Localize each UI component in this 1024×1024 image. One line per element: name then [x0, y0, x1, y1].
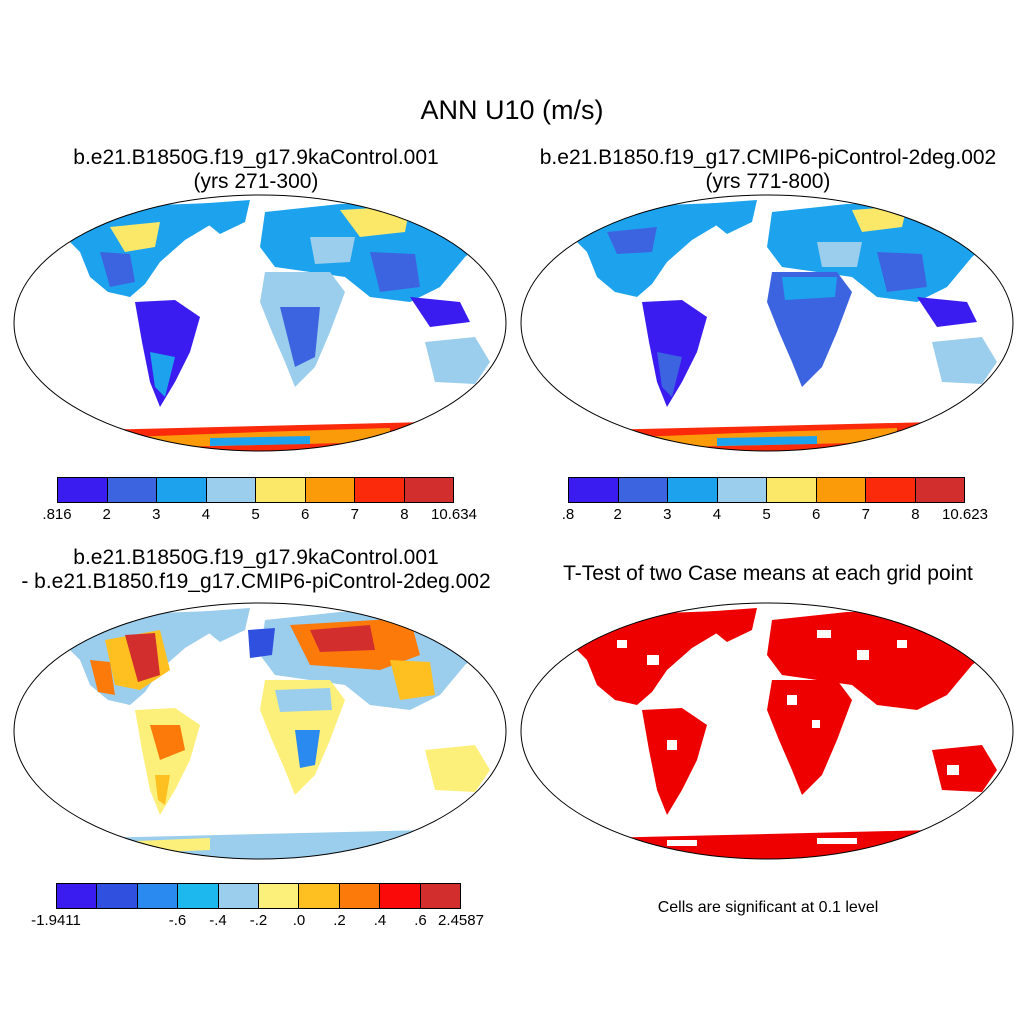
colorbar-tick-label: -.6: [168, 912, 187, 929]
colorbar-tick-label: 2.4587: [438, 912, 484, 929]
panel2-colorbar: [568, 477, 965, 503]
south-america-significance: [642, 708, 707, 815]
colorbar-swatch: [256, 478, 306, 502]
australia-landmass: [425, 745, 490, 792]
colorbar-tick-label: .8: [561, 506, 575, 523]
colorbar-tick-label: 7: [350, 506, 359, 523]
colorbar-swatch: [137, 884, 179, 908]
greenland-significance: [702, 608, 757, 642]
panel2-map: [520, 194, 1014, 452]
colorbar-tick-label: 10.634: [431, 506, 477, 523]
panel4-map: [520, 602, 1014, 860]
colorbar-tick-label: 10.623: [942, 506, 988, 523]
colorbar-swatch: [380, 884, 421, 908]
panel3-title: b.e21.B1850G.f19_g17.9kaControl.001 - b.…: [0, 546, 542, 594]
colorbar-swatch: [866, 478, 916, 502]
colorbar-tick-label: 4: [201, 506, 211, 523]
colorbar-tick-label: 4: [712, 506, 722, 523]
colorbar-swatch: [404, 478, 453, 502]
south-america-landmass: [642, 300, 707, 407]
colorbar-swatch: [178, 884, 219, 908]
colorbar-swatch: [305, 478, 355, 502]
colorbar-swatch: [355, 478, 405, 502]
greenland-landmass: [195, 608, 250, 642]
colorbar-tick-label: .816: [42, 506, 72, 523]
panel1-colorbar: [57, 477, 454, 503]
panel1-colorbar-labels: .816 2 3 4 5 6 7 8 10.634: [42, 506, 477, 526]
colorbar-swatch: [57, 884, 98, 908]
africa-landmass: [767, 272, 852, 387]
colorbar-swatch: [767, 478, 817, 502]
colorbar-tick-label: .0: [292, 912, 306, 929]
colorbar-tick-label: 3: [663, 506, 672, 523]
colorbar-swatch: [717, 478, 767, 502]
colorbar-swatch: [218, 884, 260, 908]
greenland-landmass: [702, 200, 757, 234]
panel1-map: [13, 194, 507, 452]
colorbar-tick-label: .2: [333, 912, 346, 929]
colorbar-tick-label: 2: [102, 506, 111, 523]
australia-landmass: [425, 337, 490, 384]
colorbar-tick-label: .4: [373, 912, 387, 929]
colorbar-tick-label: 5: [762, 506, 771, 523]
colorbar-tick-label: 8: [400, 506, 409, 523]
colorbar-swatch: [97, 884, 138, 908]
colorbar-tick-label: 8: [911, 506, 920, 523]
panel3-colorbar-labels: -1.9411 -.6 -.4 -.2 .0 .2 .4 .6 2.4587: [31, 912, 484, 932]
colorbar-swatch: [259, 884, 300, 908]
colorbar-swatch: [157, 478, 207, 502]
colorbar-swatch: [206, 478, 256, 502]
panel1-title: b.e21.B1850G.f19_g17.9kaControl.001 (yrs…: [0, 146, 512, 194]
colorbar-tick-label: .6: [414, 912, 427, 929]
antarctica-landmass: [14, 828, 506, 859]
panel2-title: b.e21.B1850.f19_g17.CMIP6-piControl-2deg…: [512, 146, 1024, 194]
colorbar-tick-label: -1.9411: [31, 912, 81, 929]
colorbar-tick-label: -.2: [249, 912, 268, 929]
panel2-title-line1: b.e21.B1850.f19_g17.CMIP6-piControl-2deg…: [539, 146, 997, 169]
colorbar-swatch: [299, 884, 340, 908]
panel3-title-line2: - b.e21.B1850.f19_g17.CMIP6-piControl-2d…: [21, 570, 491, 593]
panel1-title-line2: (yrs 271-300): [193, 170, 319, 193]
colorbar-tick-label: -.4: [209, 912, 227, 929]
australia-landmass: [932, 337, 997, 384]
africa-significance: [767, 680, 852, 795]
colorbar-tick-label: 5: [251, 506, 260, 523]
colorbar-swatch: [915, 478, 964, 502]
colorbar-tick-label: 6: [300, 506, 310, 523]
colorbar-swatch: [618, 478, 668, 502]
significance-note: Cells are significant at 0.1 level: [657, 899, 879, 916]
colorbar-tick-label: 2: [613, 506, 622, 523]
figure-title: ANN U10 (m/s): [420, 95, 604, 125]
colorbar-swatch: [420, 884, 461, 908]
panel2-colorbar-labels: .8 2 3 4 5 6 7 8 10.623: [562, 506, 988, 526]
panel1-title-line1: b.e21.B1850G.f19_g17.9kaControl.001: [73, 146, 439, 169]
panel3-colorbar: [56, 883, 461, 909]
colorbar-swatch: [107, 478, 157, 502]
panel4-title: T-Test of two Case means at each grid po…: [563, 562, 973, 585]
colorbar-tick-label: 3: [152, 506, 161, 523]
australia-significance: [932, 745, 997, 792]
colorbar-swatch: [569, 478, 619, 502]
colorbar-swatch: [668, 478, 718, 502]
greenland-landmass: [195, 200, 250, 234]
colorbar-tick-label: 7: [861, 506, 870, 523]
panel2-title-line2: (yrs 771-800): [705, 170, 831, 193]
antarctica-significance: [521, 828, 1013, 859]
south-america-landmass: [135, 708, 200, 815]
colorbar-swatch: [58, 478, 108, 502]
south-america-landmass: [135, 300, 200, 407]
colorbar-swatch: [339, 884, 381, 908]
panel3-map: [13, 602, 507, 860]
colorbar-tick-label: 6: [811, 506, 821, 523]
colorbar-swatch: [816, 478, 866, 502]
panel3-title-line1: b.e21.B1850G.f19_g17.9kaControl.001: [73, 546, 439, 569]
